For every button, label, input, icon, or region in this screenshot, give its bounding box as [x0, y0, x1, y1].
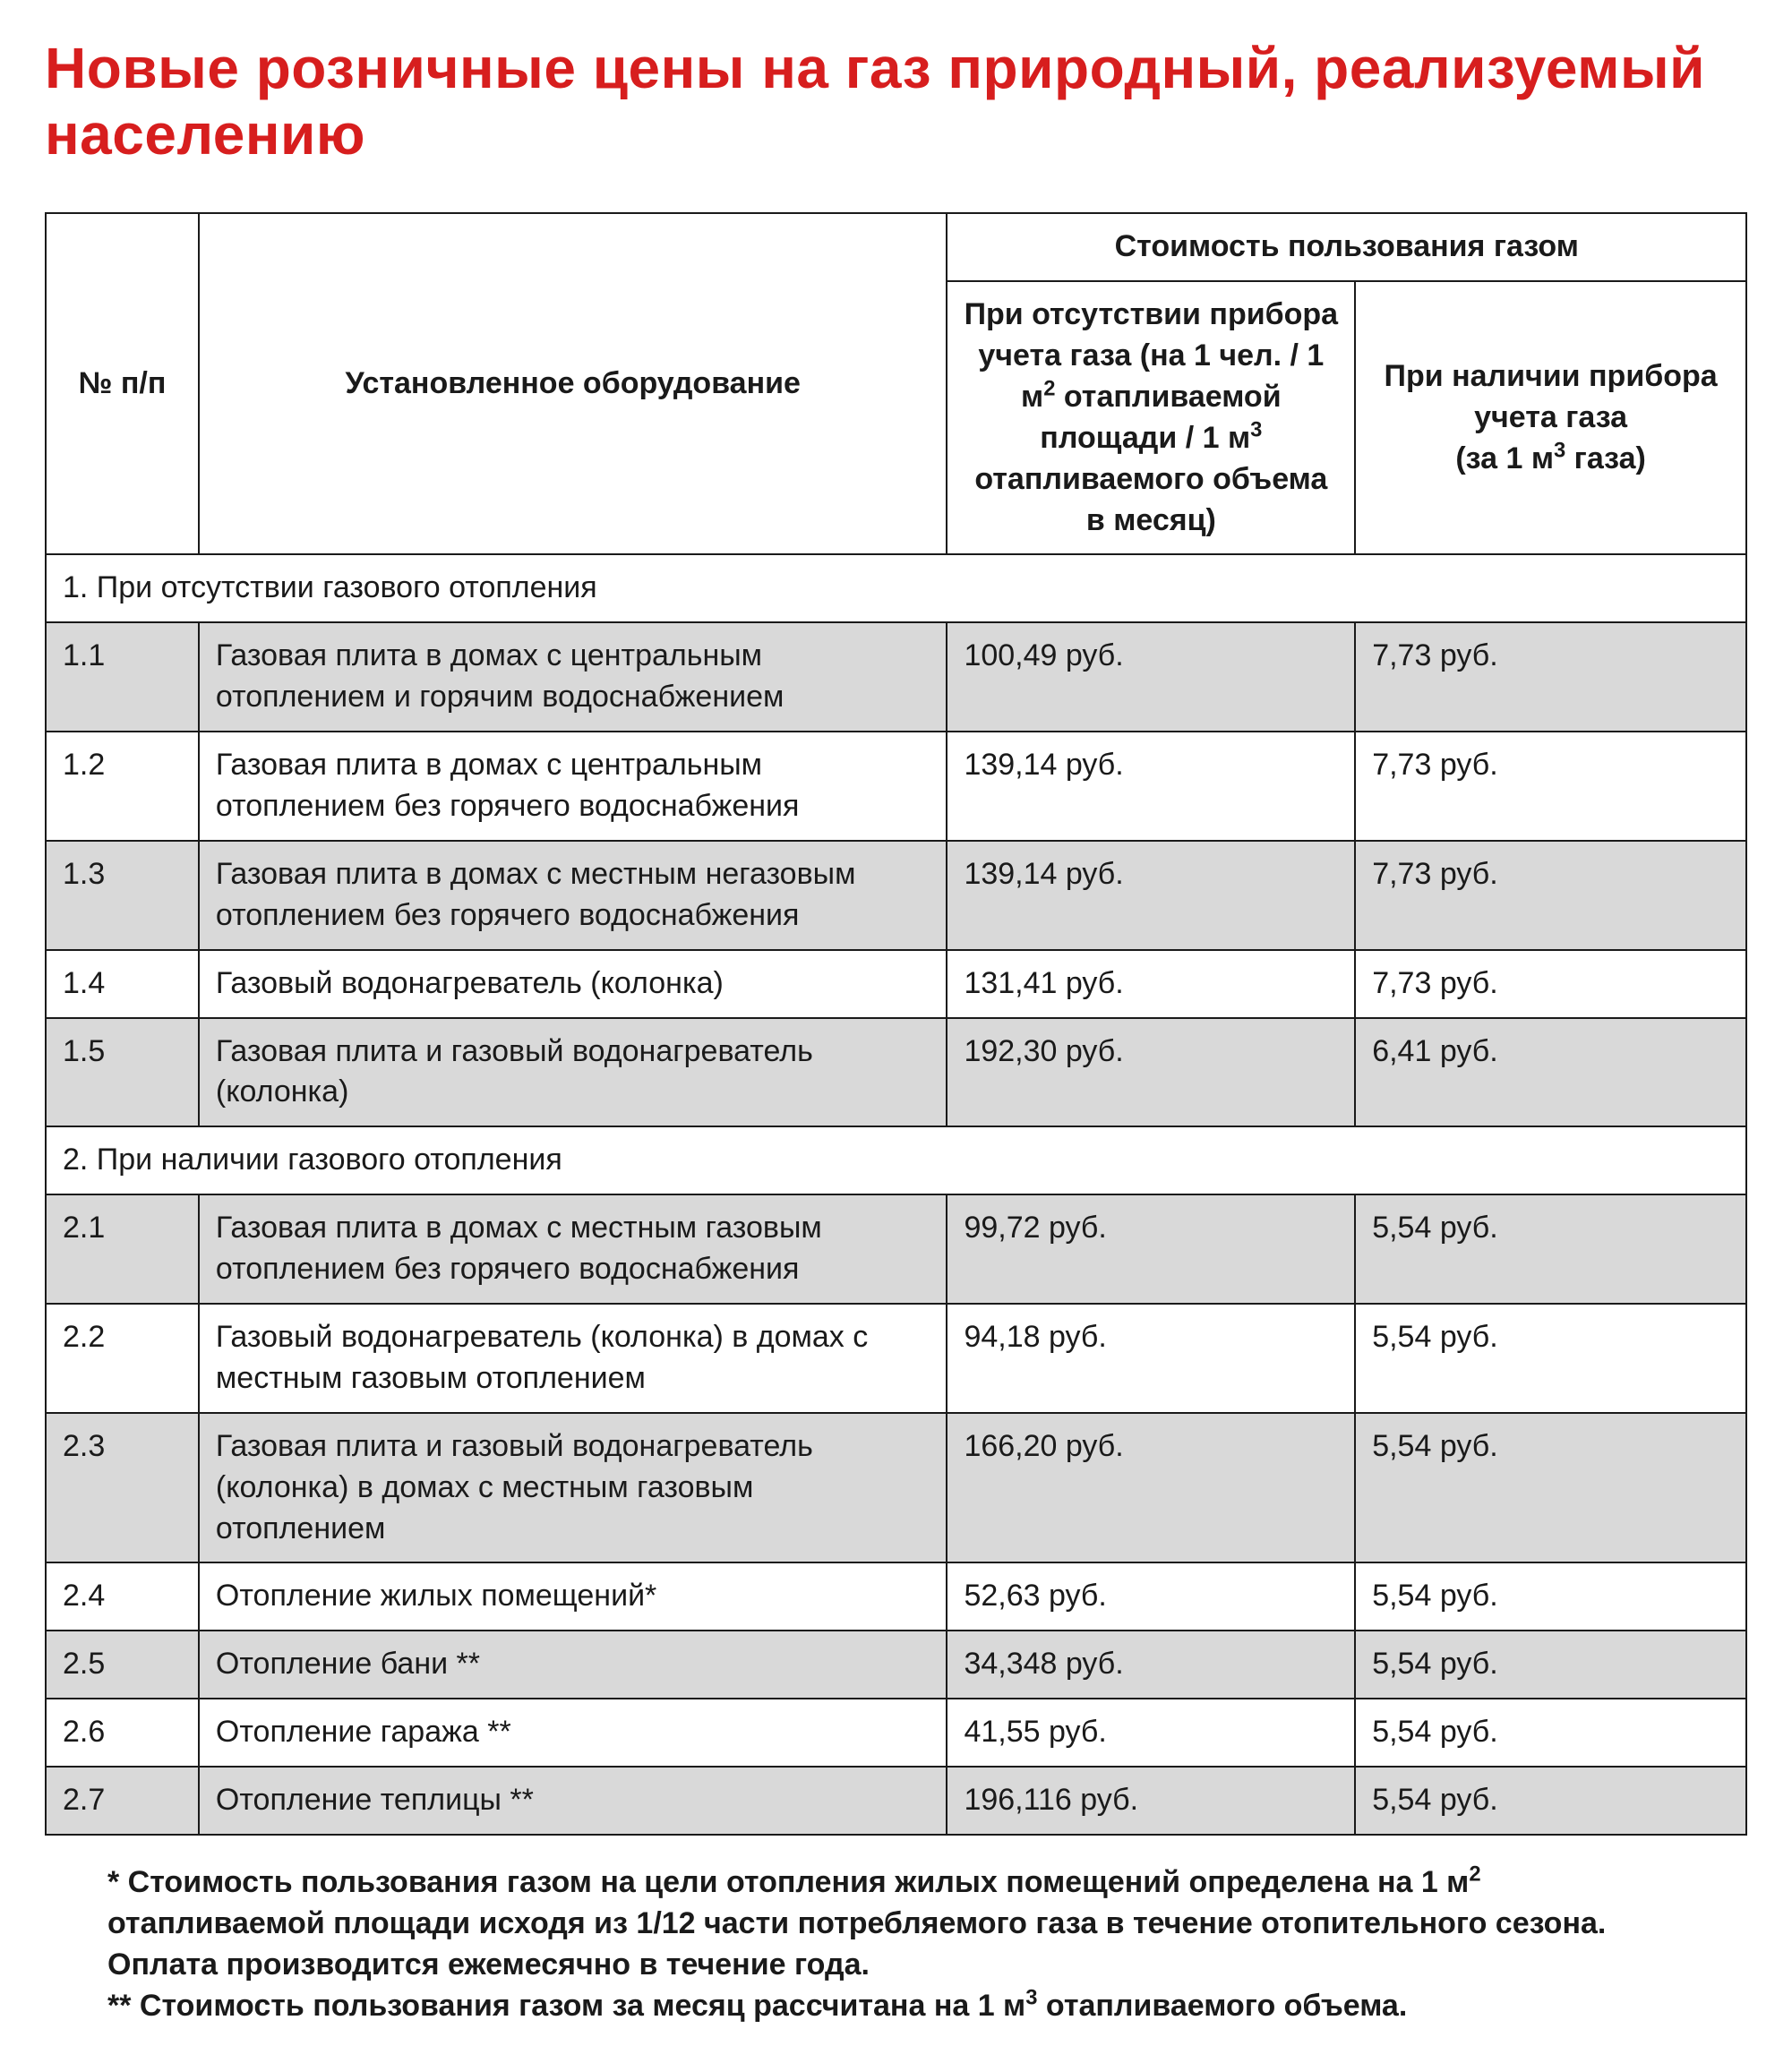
cell-no-meter: 100,49 руб. — [947, 622, 1355, 732]
cell-number: 2.4 — [46, 1562, 199, 1631]
cell-no-meter: 192,30 руб. — [947, 1018, 1355, 1127]
cell-equipment: Газовая плита и газовый водонагреватель … — [199, 1018, 947, 1127]
table-row: 2.3Газовая плита и газовый водонагревате… — [46, 1413, 1746, 1563]
table-row: 2.5Отопление бани **34,348 руб.5,54 руб. — [46, 1631, 1746, 1699]
footnote-2: ** Стоимость пользования газом за месяц … — [107, 1986, 1702, 2027]
cell-number: 1.4 — [46, 950, 199, 1018]
cell-no-meter: 94,18 руб. — [947, 1304, 1355, 1413]
cell-no-meter: 52,63 руб. — [947, 1562, 1355, 1631]
cell-equipment: Газовый водонагреватель (колонка) в дома… — [199, 1304, 947, 1413]
cell-with-meter: 5,54 руб. — [1355, 1413, 1746, 1563]
cell-equipment: Газовая плита в домах с местным негазовы… — [199, 841, 947, 950]
cell-equipment: Газовая плита и газовый водонагреватель … — [199, 1413, 947, 1563]
cell-number: 2.5 — [46, 1631, 199, 1699]
section-label: 2. При наличии газового отопления — [46, 1126, 1746, 1194]
cell-equipment: Отопление гаража ** — [199, 1699, 947, 1767]
cell-with-meter: 6,41 руб. — [1355, 1018, 1746, 1127]
cell-number: 1.3 — [46, 841, 199, 950]
cell-equipment: Газовая плита в домах с центральным отоп… — [199, 622, 947, 732]
cell-no-meter: 139,14 руб. — [947, 732, 1355, 841]
page-title: Новые розничные цены на газ природный, р… — [45, 36, 1747, 167]
pricing-table-body: 1. При отсутствии газового отопления1.1Г… — [46, 554, 1746, 1835]
table-row: 1.2Газовая плита в домах с центральным о… — [46, 732, 1746, 841]
cell-number: 1.2 — [46, 732, 199, 841]
cell-no-meter: 166,20 руб. — [947, 1413, 1355, 1563]
cell-number: 2.3 — [46, 1413, 199, 1563]
cell-number: 2.6 — [46, 1699, 199, 1767]
cell-with-meter: 5,54 руб. — [1355, 1562, 1746, 1631]
footnotes: * Стоимость пользования газом на цели от… — [107, 1862, 1702, 2027]
cell-with-meter: 5,54 руб. — [1355, 1767, 1746, 1835]
cell-no-meter: 34,348 руб. — [947, 1631, 1355, 1699]
footnote-1: * Стоимость пользования газом на цели от… — [107, 1862, 1702, 1986]
cell-with-meter: 7,73 руб. — [1355, 950, 1746, 1018]
table-row: 2.2Газовый водонагреватель (колонка) в д… — [46, 1304, 1746, 1413]
cell-number: 2.7 — [46, 1767, 199, 1835]
cell-with-meter: 5,54 руб. — [1355, 1194, 1746, 1304]
cell-no-meter: 131,41 руб. — [947, 950, 1355, 1018]
cell-equipment: Газовый водонагреватель (колонка) — [199, 950, 947, 1018]
cell-with-meter: 5,54 руб. — [1355, 1699, 1746, 1767]
cell-equipment: Газовая плита в домах с центральным отоп… — [199, 732, 947, 841]
cell-with-meter: 5,54 руб. — [1355, 1631, 1746, 1699]
table-row: 2.4Отопление жилых помещений*52,63 руб.5… — [46, 1562, 1746, 1631]
th-number: № п/п — [46, 213, 199, 554]
cell-no-meter: 41,55 руб. — [947, 1699, 1355, 1767]
th-cost-group: Стоимость пользования газом — [947, 213, 1746, 281]
cell-number: 2.1 — [46, 1194, 199, 1304]
section-label: 1. При отсутствии газового отопления — [46, 554, 1746, 622]
cell-number: 1.1 — [46, 622, 199, 732]
section-row: 1. При отсутствии газового отопления — [46, 554, 1746, 622]
cell-no-meter: 196,116 руб. — [947, 1767, 1355, 1835]
cell-with-meter: 7,73 руб. — [1355, 732, 1746, 841]
th-with-meter: При наличии прибора учета газа(за 1 м3 г… — [1355, 281, 1746, 554]
table-row: 2.6Отопление гаража **41,55 руб.5,54 руб… — [46, 1699, 1746, 1767]
section-row: 2. При наличии газового отопления — [46, 1126, 1746, 1194]
cell-with-meter: 5,54 руб. — [1355, 1304, 1746, 1413]
table-row: 1.1Газовая плита в домах с центральным о… — [46, 622, 1746, 732]
th-no-meter: При отсутствии прибора учета газа (на 1 … — [947, 281, 1355, 554]
cell-equipment: Отопление бани ** — [199, 1631, 947, 1699]
table-row: 2.7Отопление теплицы **196,116 руб.5,54 … — [46, 1767, 1746, 1835]
table-row: 1.3Газовая плита в домах с местным негаз… — [46, 841, 1746, 950]
cell-with-meter: 7,73 руб. — [1355, 841, 1746, 950]
cell-no-meter: 99,72 руб. — [947, 1194, 1355, 1304]
cell-with-meter: 7,73 руб. — [1355, 622, 1746, 732]
cell-equipment: Отопление жилых помещений* — [199, 1562, 947, 1631]
pricing-table: № п/п Установленное оборудование Стоимос… — [45, 212, 1747, 1836]
table-row: 1.5Газовая плита и газовый водонагревате… — [46, 1018, 1746, 1127]
th-equipment: Установленное оборудование — [199, 213, 947, 554]
cell-number: 2.2 — [46, 1304, 199, 1413]
cell-equipment: Отопление теплицы ** — [199, 1767, 947, 1835]
cell-number: 1.5 — [46, 1018, 199, 1127]
cell-equipment: Газовая плита в домах с местным газовым … — [199, 1194, 947, 1304]
table-row: 1.4Газовый водонагреватель (колонка)131,… — [46, 950, 1746, 1018]
table-row: 2.1Газовая плита в домах с местным газов… — [46, 1194, 1746, 1304]
cell-no-meter: 139,14 руб. — [947, 841, 1355, 950]
